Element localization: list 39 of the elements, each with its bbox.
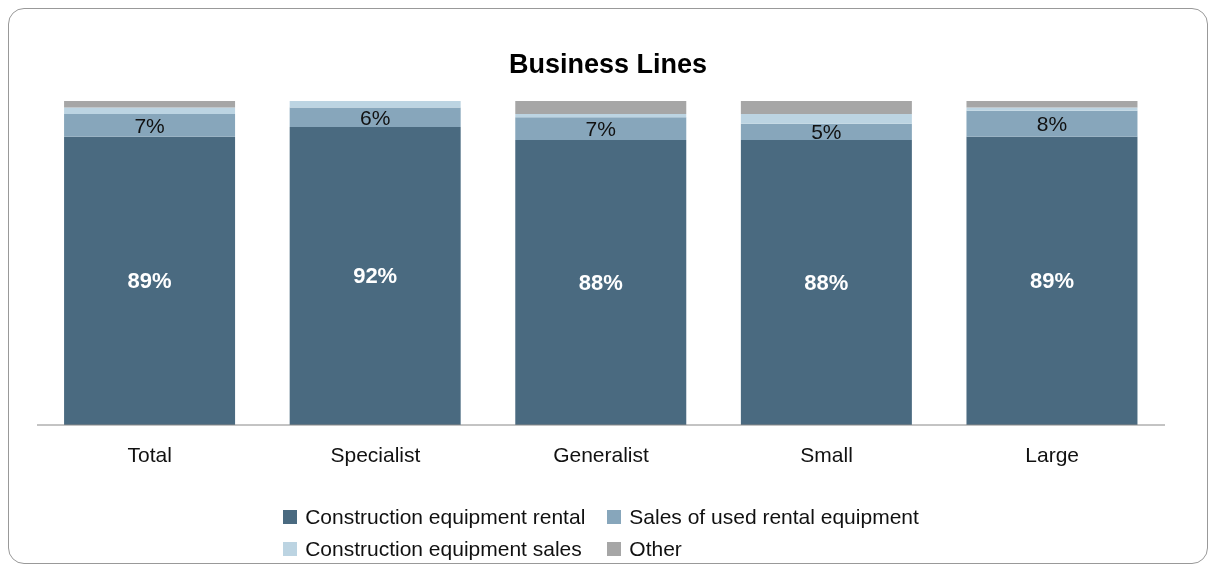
legend-label: Construction equipment sales: [305, 537, 582, 561]
data-label: 88%: [804, 269, 849, 295]
bar: [289, 107, 461, 127]
bar: [966, 110, 1138, 137]
bar: [515, 139, 687, 425]
bar: [740, 113, 912, 124]
bar: [966, 101, 1138, 108]
legend-label: Construction equipment rental: [305, 505, 586, 529]
data-label: 88%: [578, 269, 623, 295]
bar: [515, 113, 687, 118]
data-label: 7%: [134, 113, 165, 137]
bar: [64, 107, 236, 114]
bar: [740, 123, 912, 140]
bar: [289, 126, 461, 425]
bar: [515, 101, 687, 114]
x-tick-label: Small: [800, 442, 853, 466]
data-label: 7%: [585, 117, 616, 141]
bar: [740, 101, 912, 114]
bar: [289, 101, 461, 108]
bar: [64, 113, 236, 137]
legend-label: Other: [629, 537, 682, 561]
bar: [64, 101, 236, 108]
bar: [515, 117, 687, 140]
bar: [64, 136, 236, 425]
data-label: 5%: [811, 120, 842, 144]
data-label: 89%: [1029, 268, 1074, 294]
bar: [740, 139, 912, 425]
x-tick-label: Generalist: [553, 442, 650, 466]
data-label: 8%: [1036, 112, 1068, 136]
data-label: 92%: [353, 263, 398, 289]
bar: [966, 107, 1138, 111]
data-label: 6%: [359, 105, 391, 129]
legend-label: Sales of used rental equipment: [629, 505, 919, 529]
chart-title: Business Lines: [507, 48, 709, 81]
x-tick-label: Large: [1025, 442, 1080, 466]
x-tick-label: Specialist: [330, 442, 421, 466]
x-tick-label: Total: [127, 442, 172, 466]
data-label: 89%: [127, 268, 172, 294]
bar: [966, 136, 1138, 425]
